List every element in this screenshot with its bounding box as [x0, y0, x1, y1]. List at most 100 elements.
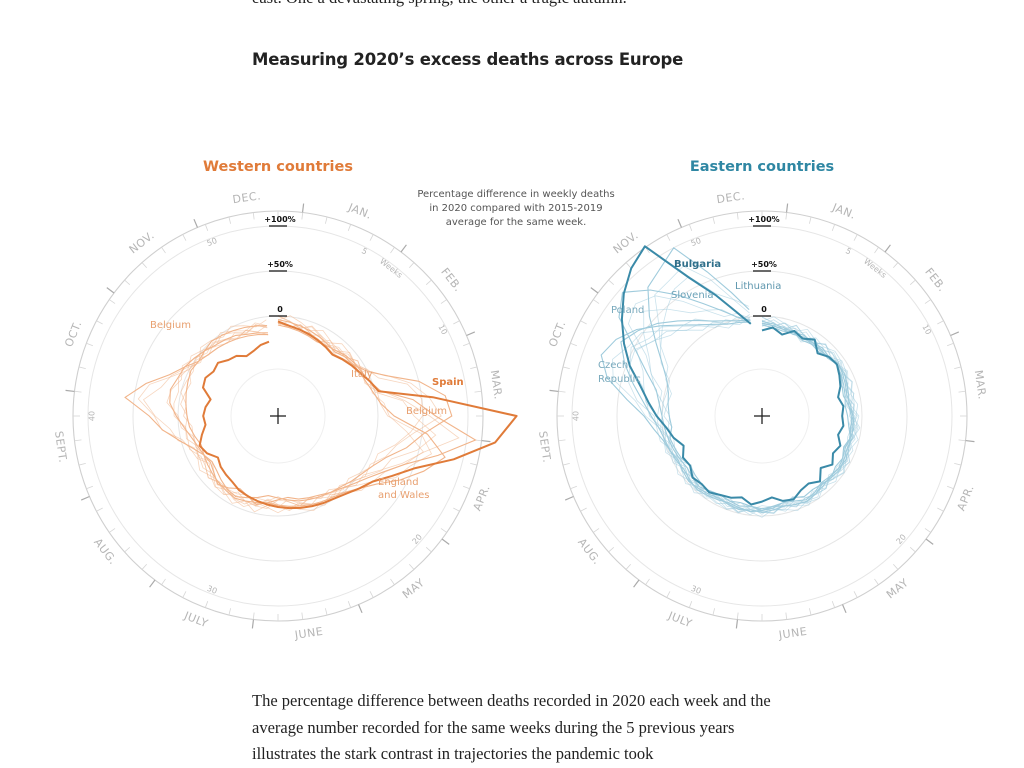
- month-separator-tick: [884, 244, 891, 253]
- week-tick: [608, 546, 615, 553]
- annotation-spain: Spain: [432, 377, 464, 388]
- week-tick: [831, 600, 836, 608]
- month-separator-tick: [251, 619, 255, 629]
- month-separator-tick: [481, 439, 491, 443]
- week-tick: [785, 212, 788, 220]
- week-tick: [109, 528, 116, 533]
- month-label: OCT.: [546, 319, 568, 349]
- week-tick: [390, 247, 395, 254]
- week-tick: [593, 299, 600, 304]
- week-tick: [562, 366, 570, 370]
- week-tick: [78, 462, 86, 466]
- month-separator-tick: [357, 604, 363, 614]
- month-separator-tick: [677, 218, 683, 228]
- annotation-lithuania: Lithuania: [735, 281, 781, 292]
- week-tick: [74, 390, 82, 393]
- week-tick: [558, 439, 566, 442]
- week-tick: [924, 299, 931, 304]
- week-tick: [301, 612, 304, 620]
- annotation-italy: Italy: [351, 369, 373, 380]
- western-reference-labels: 0 +50% +100%: [264, 215, 296, 317]
- week-tick: [141, 262, 148, 269]
- month-label: JAN.: [830, 200, 858, 221]
- reference-label: +100%: [748, 215, 779, 224]
- week-tick: [86, 485, 94, 490]
- week-tick: [666, 591, 671, 598]
- month-label: JULY: [181, 609, 210, 631]
- month-label: JUNE: [293, 625, 324, 642]
- week-number-label: 10: [920, 323, 933, 336]
- western-center-crosshair: [270, 408, 286, 424]
- week-tick: [853, 234, 858, 241]
- annotation-england-line1: England: [378, 477, 419, 488]
- week-tick: [736, 212, 739, 220]
- reference-label: 0: [761, 305, 767, 314]
- week-tick: [369, 234, 374, 241]
- series-line-czech-republic: [620, 319, 855, 513]
- week-tick: [570, 342, 578, 347]
- week-tick: [625, 563, 632, 570]
- inner-ring: [230, 368, 326, 464]
- week-tick: [853, 591, 858, 598]
- week-tick: [946, 485, 954, 490]
- week-tick: [78, 366, 86, 370]
- week-tick: [831, 224, 836, 232]
- week-tick: [470, 366, 478, 370]
- week-tick: [124, 279, 131, 286]
- week-tick: [204, 600, 209, 608]
- week-tick: [252, 212, 255, 220]
- week-tick: [453, 320, 460, 325]
- month-separator-tick: [950, 331, 960, 337]
- week-tick: [712, 216, 716, 224]
- week-tick: [408, 563, 415, 570]
- annotation-england-line2: and Wales: [378, 490, 430, 501]
- week-axis-label: Weeks: [862, 257, 888, 280]
- week-tick: [440, 299, 447, 304]
- week-number-label: 5: [360, 246, 369, 256]
- week-tick: [74, 439, 82, 442]
- week-tick: [562, 462, 570, 466]
- month-separator-tick: [925, 538, 934, 545]
- annotation-belgium-east: Belgium: [406, 406, 447, 417]
- month-label: DEC.: [716, 189, 746, 206]
- week-tick: [909, 546, 916, 553]
- week-axis-label: Weeks: [378, 257, 404, 280]
- week-tick: [470, 462, 478, 466]
- week-tick: [228, 216, 232, 224]
- week-tick: [161, 578, 166, 585]
- month-separator-tick: [65, 389, 75, 393]
- week-tick: [874, 247, 879, 254]
- week-tick: [954, 462, 962, 466]
- month-separator-tick: [785, 203, 789, 213]
- series-line-spain: [198, 320, 518, 510]
- month-separator-tick: [633, 579, 640, 588]
- week-tick: [474, 390, 482, 393]
- month-separator-tick: [301, 203, 305, 213]
- week-tick: [645, 578, 650, 585]
- eastern-center-crosshair: [754, 408, 770, 424]
- week-tick: [228, 608, 232, 616]
- month-separator-tick: [400, 244, 407, 253]
- month-label: NOV.: [611, 229, 641, 257]
- month-label: MAR.: [972, 369, 989, 400]
- week-tick: [785, 612, 788, 620]
- series-line-bulgaria: [620, 245, 845, 506]
- month-label: DEC.: [232, 189, 262, 206]
- month-label: OCT.: [62, 319, 84, 349]
- month-separator-tick: [106, 287, 115, 294]
- eastern-reference-labels: 0 +50% +100%: [748, 215, 780, 317]
- context-series-line: [654, 265, 858, 511]
- week-tick: [937, 320, 944, 325]
- chart-note: Percentage difference in weekly deaths i…: [417, 189, 614, 228]
- month-label: APR.: [471, 483, 493, 513]
- week-number-label: 30: [206, 584, 219, 596]
- month-label: JAN.: [346, 200, 374, 221]
- eastern-panel-title: Eastern countries: [690, 159, 834, 175]
- month-separator-tick: [441, 538, 450, 545]
- week-tick: [425, 546, 432, 553]
- article-intro-fragment: east. One a devastating spring, the othe…: [252, 0, 782, 12]
- series-line-poland: [600, 320, 853, 513]
- week-tick: [954, 366, 962, 370]
- month-separator-tick: [564, 495, 574, 501]
- reference-label: 0: [277, 305, 283, 314]
